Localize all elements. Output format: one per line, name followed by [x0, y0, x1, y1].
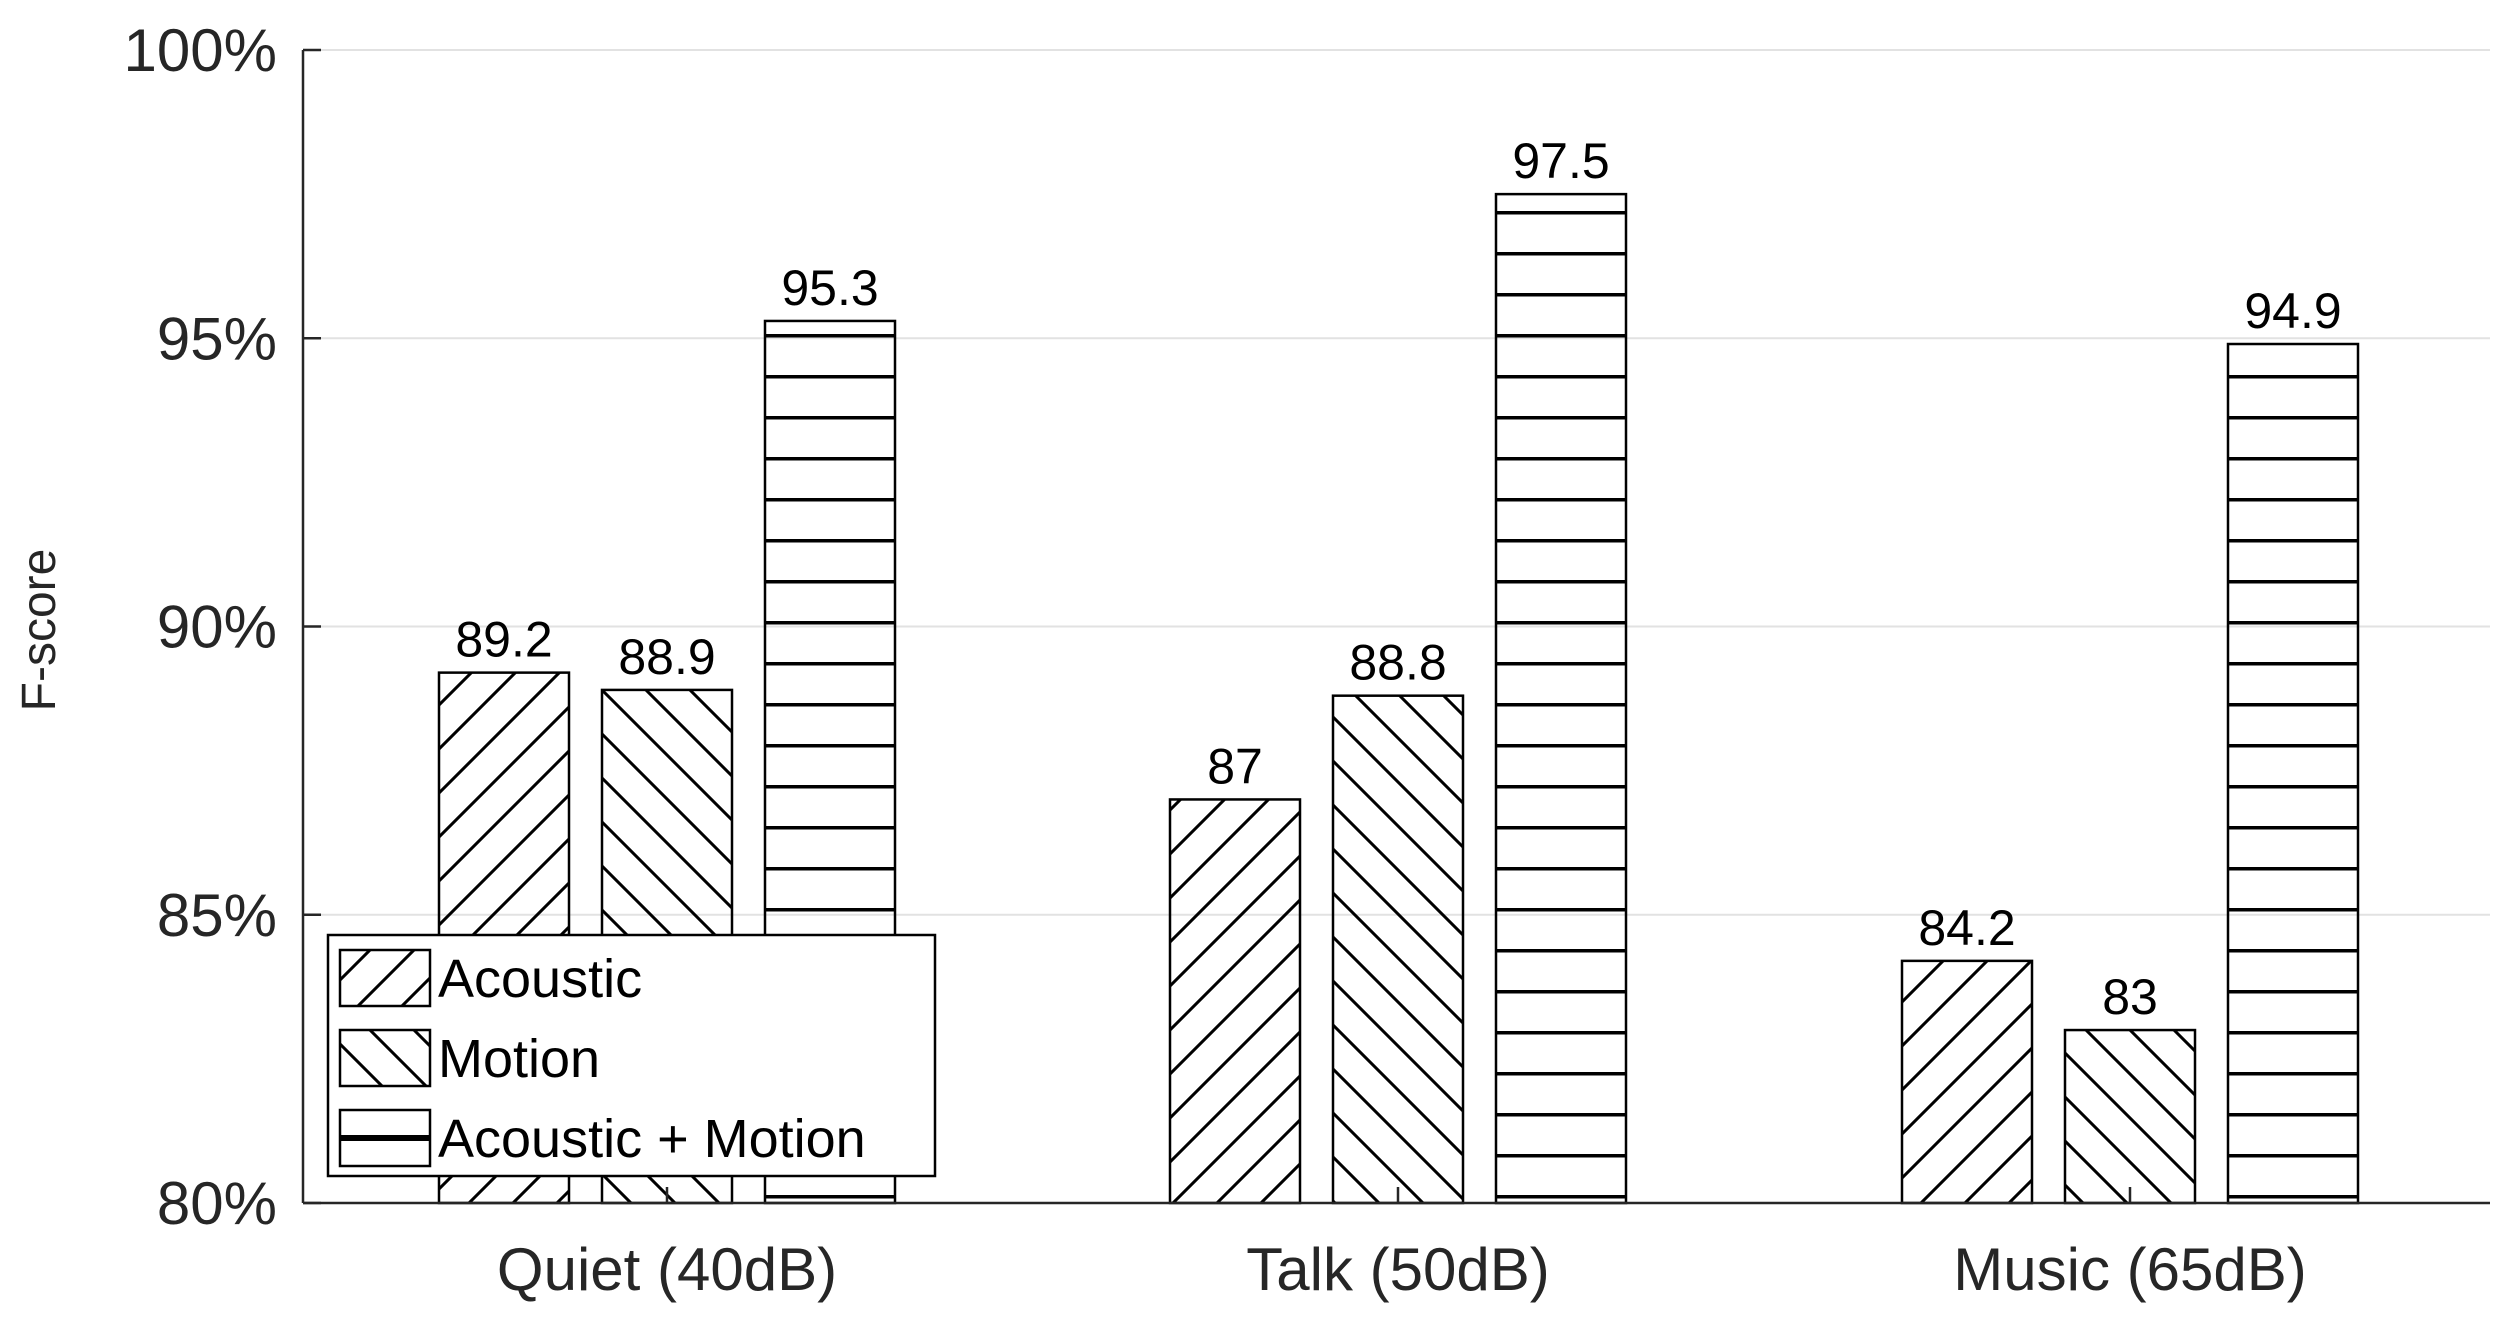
- bar-motion: [1331, 694, 1465, 1205]
- data-label-acoustic: 84.2: [1918, 900, 2015, 956]
- y-tick-label: 95%: [157, 305, 277, 372]
- y-tick-label: 80%: [157, 1170, 277, 1237]
- bar-motion: [2063, 1028, 2197, 1205]
- legend-item-acoustic-motion: Acoustic + Motion: [338, 1108, 866, 1169]
- y-tick-label: 100%: [124, 17, 277, 84]
- legend: Acoustic Motion Acoustic + Motion: [326, 933, 937, 1178]
- bar-acoustic: [1900, 959, 2034, 1205]
- legend-swatch-acoustic: [338, 948, 432, 1008]
- legend-item-acoustic: Acoustic: [338, 948, 642, 1009]
- data-label-acoustic: 87: [1207, 738, 1263, 794]
- x-tick-label: Quiet (40dB): [497, 1236, 837, 1303]
- y-tick-label: 85%: [157, 882, 277, 949]
- data-label-motion: 88.9: [618, 629, 715, 685]
- bar-acoustic-motion: [1494, 192, 1628, 1205]
- bar-acoustic-motion: [2226, 342, 2360, 1205]
- x-tick-label: Talk (50dB): [1246, 1236, 1549, 1303]
- data-label-motion: 83: [2102, 969, 2158, 1025]
- bar-acoustic: [1168, 798, 1302, 1205]
- data-label-acoustic-motion: 94.9: [2244, 283, 2341, 339]
- data-label-acoustic-motion: 95.3: [781, 260, 878, 316]
- legend-label-acoustic-motion: Acoustic + Motion: [438, 1109, 866, 1169]
- y-tick-label: 90%: [157, 594, 277, 661]
- legend-label-motion: Motion: [438, 1029, 600, 1089]
- data-label-motion: 88.8: [1349, 635, 1446, 691]
- y-axis-title: F-score: [13, 549, 66, 712]
- legend-swatch-motion: [338, 1028, 432, 1088]
- legend-label-acoustic: Acoustic: [438, 949, 642, 1009]
- legend-item-motion: Motion: [338, 1028, 600, 1089]
- axes: 80% 85% 90% 95% 100% Quiet (40dB) Talk (50dB) M…: [124, 17, 2490, 1303]
- x-tick-label: Music (65dB): [1953, 1236, 2306, 1303]
- data-label-acoustic: 89.2: [455, 612, 552, 668]
- data-label-acoustic-motion: 97.5: [1512, 133, 1609, 189]
- data-labels: 89.2 87 84.2 88.9 88.8 83 95.3 97.5 94.9: [455, 133, 2341, 1025]
